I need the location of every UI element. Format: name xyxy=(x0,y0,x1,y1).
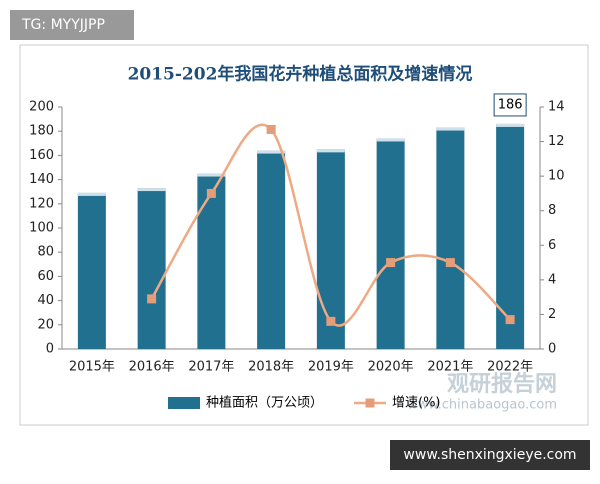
y-tick-label: 40 xyxy=(37,293,54,308)
line-marker xyxy=(386,258,396,268)
bar-highlight xyxy=(316,149,345,153)
bar xyxy=(496,123,525,349)
value-label: 186 xyxy=(498,97,523,112)
bar xyxy=(77,192,106,349)
bar xyxy=(197,173,226,349)
x-tick-label: 2022年 xyxy=(487,360,533,375)
y2-tick-label: 0 xyxy=(548,342,556,357)
line-marker xyxy=(147,294,157,304)
logo: 观研报告网 xyxy=(447,372,557,397)
bar xyxy=(316,149,345,349)
logo-url: www.chinabaogao.com xyxy=(407,398,557,413)
bar-highlight xyxy=(376,138,405,142)
y-tick-label: 20 xyxy=(37,317,54,332)
x-tick-label: 2019年 xyxy=(308,360,354,375)
y-tick-label: 80 xyxy=(37,245,54,260)
y-tick-label: 100 xyxy=(29,221,54,236)
x-tick-label: 2021年 xyxy=(427,360,473,375)
y2-tick-label: 14 xyxy=(548,100,565,115)
line-marker xyxy=(445,258,455,268)
y-tick-label: 160 xyxy=(29,148,54,163)
bar-highlight xyxy=(77,192,106,196)
legend-label: 种植面积（万公顷） xyxy=(206,396,323,411)
y2-tick-label: 4 xyxy=(548,272,556,287)
bar xyxy=(376,138,405,349)
line-marker xyxy=(505,315,515,325)
watermark: www.shenxingxieye.com xyxy=(403,447,576,463)
y2-tick-label: 6 xyxy=(548,238,556,253)
y-tick-label: 180 xyxy=(29,124,54,139)
y-tick-label: 140 xyxy=(29,172,54,187)
x-tick-label: 2017年 xyxy=(188,360,234,375)
line-marker xyxy=(206,188,216,198)
x-tick-label: 2015年 xyxy=(69,360,115,375)
line-marker xyxy=(266,124,276,134)
y2-tick-label: 8 xyxy=(548,203,556,218)
y-tick-label: 120 xyxy=(29,196,54,211)
x-tick-label: 2016年 xyxy=(129,360,175,375)
bar xyxy=(137,188,166,349)
y-tick-label: 200 xyxy=(29,100,54,115)
watermark: TG: MYYJJPP xyxy=(21,17,105,33)
y-tick-label: 0 xyxy=(46,342,54,357)
y-tick-label: 60 xyxy=(37,269,54,284)
bar-highlight xyxy=(436,127,465,131)
value-label-box xyxy=(493,93,527,117)
legend-swatch xyxy=(168,397,200,409)
legend-label: 增速(%) xyxy=(392,396,441,411)
x-tick-label: 2020年 xyxy=(368,360,414,375)
bar xyxy=(436,127,465,349)
bar-highlight xyxy=(257,150,286,154)
line-marker xyxy=(326,316,336,326)
bar xyxy=(257,150,286,349)
y2-tick-label: 10 xyxy=(548,169,565,184)
bar-highlight xyxy=(496,123,525,127)
watermark-box xyxy=(10,10,134,40)
chart-title: 2015-202年我国花卉种植总面积及增速情况 xyxy=(128,64,473,85)
legend-swatch xyxy=(365,398,375,408)
bar-highlight xyxy=(197,173,226,177)
y2-tick-label: 2 xyxy=(548,307,556,322)
bar-highlight xyxy=(137,188,166,192)
watermark-box xyxy=(390,440,590,470)
x-tick-label: 2018年 xyxy=(248,360,294,375)
y2-tick-label: 12 xyxy=(548,134,565,149)
